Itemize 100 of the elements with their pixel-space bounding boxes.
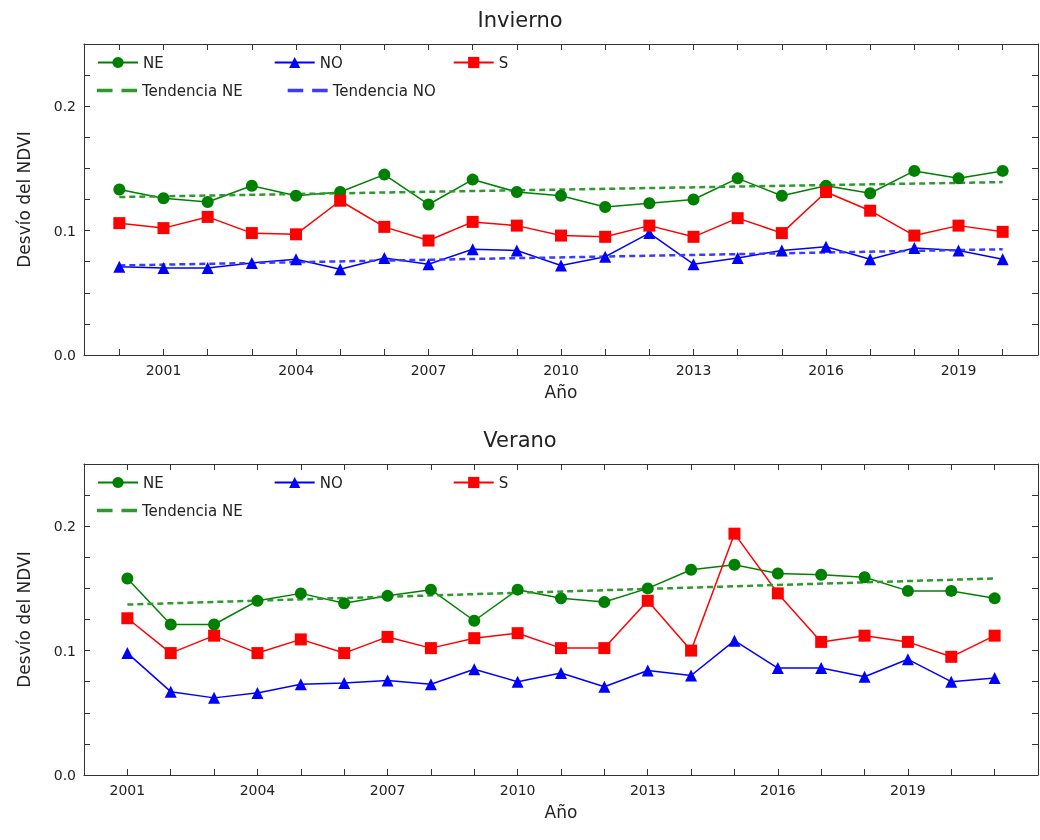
point — [290, 228, 302, 241]
point — [164, 685, 177, 698]
point — [952, 172, 965, 185]
point — [901, 584, 914, 597]
chart-title: Invierno — [477, 7, 563, 32]
point — [687, 258, 700, 271]
point — [555, 259, 567, 272]
point — [555, 666, 567, 679]
point — [599, 230, 612, 243]
point — [908, 164, 921, 177]
point — [466, 173, 479, 186]
x-tick-label: 2013 — [675, 362, 712, 378]
point — [901, 653, 914, 666]
x-tick-label: 2007 — [369, 782, 406, 798]
point — [290, 189, 302, 202]
point — [338, 597, 351, 610]
point — [731, 212, 744, 225]
point — [378, 168, 391, 181]
y-tick-label: 0.2 — [53, 98, 76, 115]
point — [208, 629, 221, 642]
point — [164, 618, 177, 631]
point — [422, 234, 435, 247]
point — [945, 584, 958, 597]
x-tick-label: 2004 — [239, 782, 276, 798]
point — [643, 219, 656, 232]
point — [952, 219, 965, 232]
x-tick-label: 2019 — [890, 782, 926, 798]
x-axis-title: Año — [544, 801, 578, 822]
point — [815, 635, 828, 648]
point — [599, 200, 612, 213]
point — [952, 244, 965, 257]
legend-label: S — [498, 473, 509, 492]
point — [731, 251, 744, 264]
point — [381, 630, 394, 643]
point — [294, 678, 307, 691]
y-tick-label: 0.0 — [53, 767, 76, 783]
point — [775, 189, 788, 202]
point — [511, 583, 524, 596]
point — [121, 572, 134, 585]
point — [996, 225, 1009, 238]
point — [858, 571, 871, 584]
point — [251, 647, 264, 660]
point — [245, 256, 258, 269]
point — [643, 197, 656, 210]
point — [208, 618, 221, 631]
point — [728, 634, 741, 647]
point — [157, 261, 170, 274]
point — [775, 244, 788, 257]
point — [771, 587, 784, 600]
point — [996, 164, 1009, 177]
x-tick-label: 2001 — [145, 362, 182, 378]
legend-label: Tendencia NE — [141, 81, 243, 100]
point — [251, 686, 264, 699]
x-tick-label: 2019 — [940, 362, 977, 378]
point — [294, 587, 307, 600]
point — [598, 680, 611, 693]
point — [641, 594, 654, 607]
point — [201, 261, 214, 274]
x-tick-label: 2001 — [109, 782, 146, 798]
point — [988, 592, 1001, 605]
point — [864, 204, 877, 217]
point — [113, 183, 126, 196]
point — [771, 567, 784, 580]
point — [422, 198, 435, 211]
point — [381, 674, 394, 687]
x-tick-label: 2016 — [760, 782, 796, 798]
legend-label: Tendencia NE — [141, 501, 243, 520]
point — [466, 215, 479, 228]
point — [598, 642, 611, 655]
point — [687, 193, 700, 206]
x-tick-label: 2007 — [410, 362, 447, 378]
point — [555, 592, 567, 605]
point — [245, 179, 258, 192]
x-tick-label: 2016 — [808, 362, 844, 378]
point — [510, 186, 523, 199]
point — [468, 663, 481, 676]
point — [468, 614, 481, 627]
point — [731, 172, 744, 185]
point — [820, 240, 832, 253]
point — [511, 675, 524, 688]
point — [685, 669, 698, 682]
point — [901, 635, 914, 648]
point — [858, 670, 871, 683]
x-tick-label: 2004 — [278, 362, 314, 378]
point — [121, 612, 134, 625]
point — [687, 230, 700, 243]
point — [996, 253, 1009, 266]
point — [381, 589, 394, 602]
point — [338, 647, 351, 660]
point — [468, 632, 481, 645]
point — [641, 582, 654, 595]
point — [338, 676, 351, 689]
point — [466, 243, 479, 256]
point — [555, 642, 567, 655]
point — [121, 647, 134, 660]
point — [555, 229, 567, 242]
point — [113, 260, 126, 273]
point — [685, 644, 698, 657]
point — [599, 250, 612, 263]
point — [908, 242, 921, 255]
